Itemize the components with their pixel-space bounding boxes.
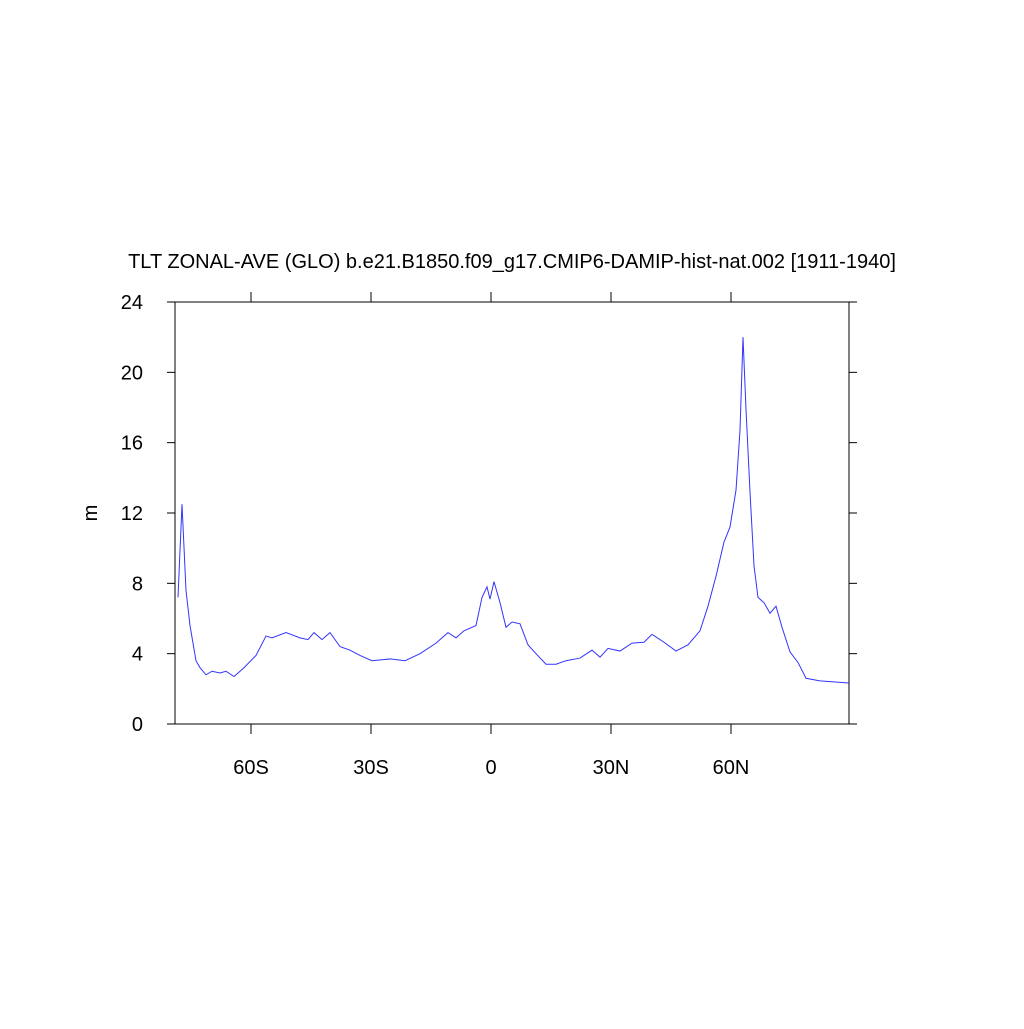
x-tick-label: 60N: [713, 757, 750, 779]
y-tick-label: 24: [121, 292, 143, 314]
x-tick-label: 0: [485, 757, 496, 779]
x-tick-label: 30N: [593, 757, 630, 779]
x-tick-label: 30S: [353, 757, 389, 779]
y-tick-label: 20: [121, 362, 143, 384]
chart-title: TLT ZONAL-AVE (GLO) b.e21.B1850.f09_g17.…: [128, 251, 896, 273]
y-tick-label: 0: [132, 714, 143, 736]
y-tick-label: 16: [121, 433, 143, 455]
plot-frame: [174, 301, 850, 725]
data-line: [177, 337, 850, 684]
y-tick-label: 4: [132, 644, 143, 666]
y-axis-label: m: [80, 505, 102, 522]
x-tick-label: 60S: [233, 757, 269, 779]
y-tick-label: 12: [121, 503, 143, 525]
y-tick-label: 8: [132, 573, 143, 595]
